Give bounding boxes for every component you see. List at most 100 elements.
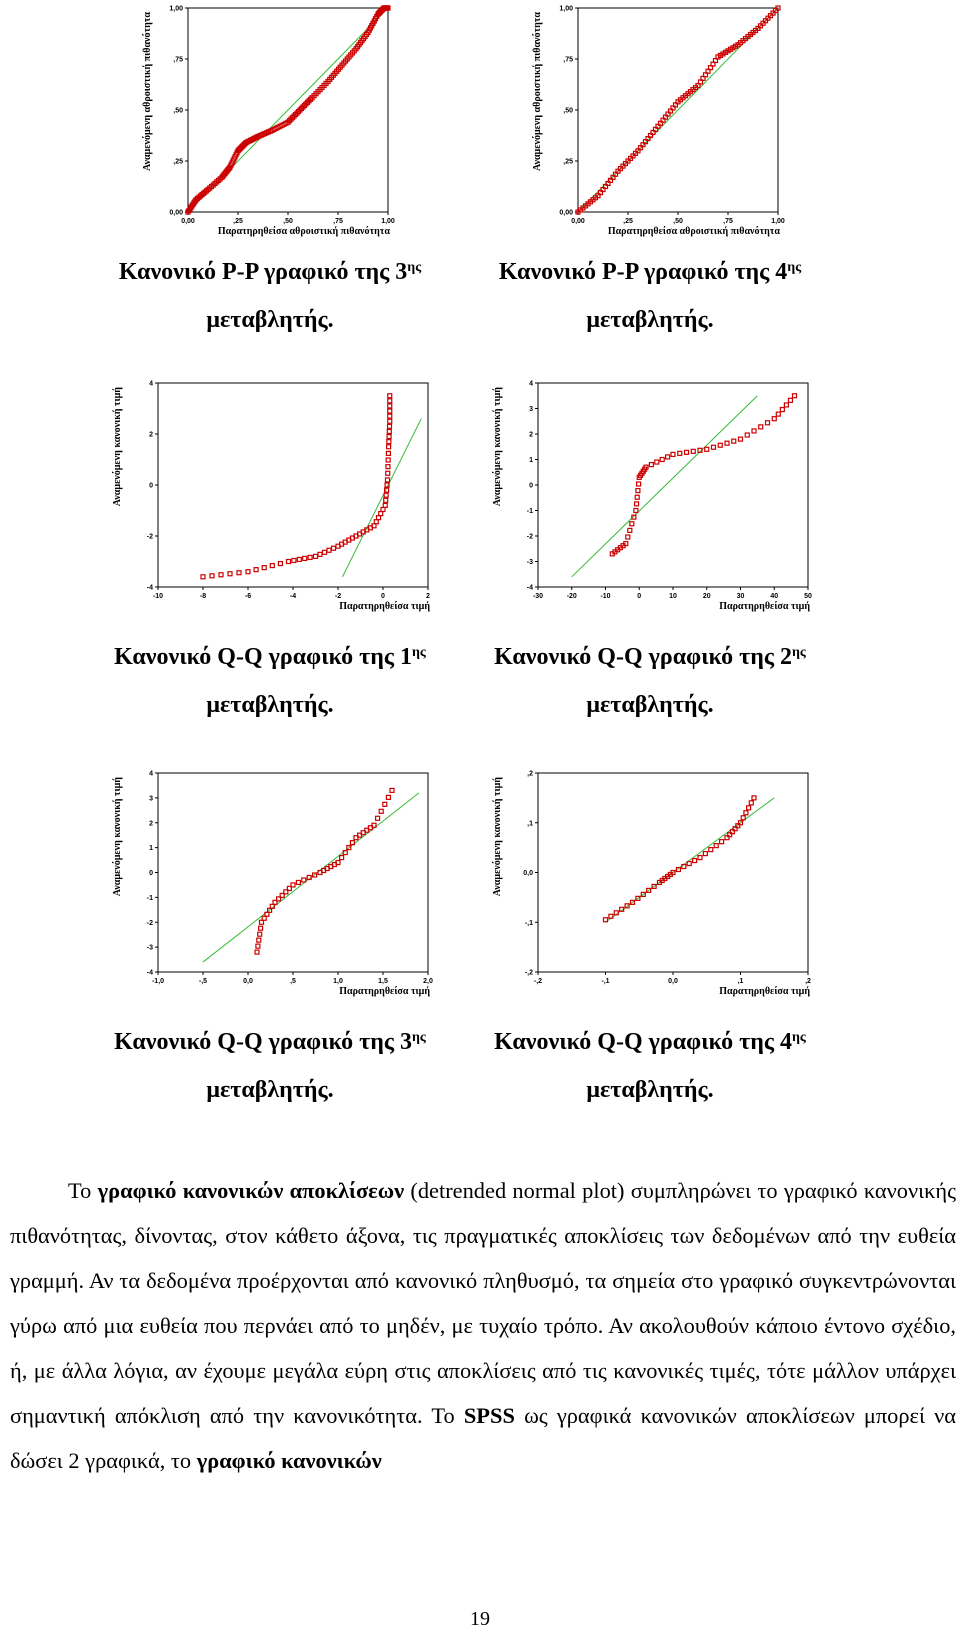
- x-axis-title: Παρατηρηθείσα αθροιστική πιθανότητα: [607, 226, 780, 237]
- x-tick-label: ,25: [623, 218, 633, 225]
- data-point: [375, 515, 382, 521]
- data-point: [346, 845, 352, 851]
- data-point: [634, 494, 640, 500]
- data-point: [218, 572, 224, 578]
- data-point: [283, 889, 289, 895]
- plot-frame: [157, 772, 429, 973]
- data-point: [335, 859, 341, 866]
- qq-plot-var3: -1,0 -,5 0,0 ,5 1,0 1,5 2,0 -4 -3 -2 -1 0 1 2 3 4 Αναμεν…: [110, 765, 440, 1000]
- data-point: [748, 800, 754, 806]
- x-tick-label: 50: [804, 593, 812, 600]
- data-point: [227, 571, 233, 577]
- x-tick-label: -1,0: [152, 978, 164, 985]
- y-tick-label: 0,0: [523, 870, 533, 877]
- y-tick-label: ,2: [527, 771, 533, 778]
- plot-svg: -,2 -,1 0,0 ,1 ,2 -,2 -,1 0,0 ,1 ,2: [523, 771, 811, 986]
- data-point: [681, 863, 687, 870]
- data-point: [312, 553, 319, 559]
- x-tick-label: ,50: [283, 218, 293, 225]
- data-point: [710, 444, 717, 450]
- data-point: [279, 892, 285, 898]
- data-point: [236, 570, 242, 576]
- data-point: [646, 887, 652, 894]
- data-point: [740, 815, 746, 821]
- data-point: [727, 832, 733, 838]
- data-point: [717, 442, 723, 448]
- data-point: [272, 899, 278, 905]
- y-tick-label: ,75: [173, 57, 183, 64]
- y-axis-title: Αναμενόμενη αθροιστική πιθανότητα: [142, 12, 153, 171]
- plot-svg: 0,00 ,25 ,50 ,75 1,00 0,00 ,25 ,50 ,75 1,00: [169, 5, 395, 225]
- y-axis-title: Αναμενόμενη κανονική τιμή: [492, 777, 503, 897]
- plot-frame: [537, 382, 809, 588]
- x-tick-label: 2: [426, 593, 430, 600]
- caption-qq1: Κανονικό Q-Q γραφικό της 1ης μεταβλητής.: [114, 644, 426, 718]
- x-tick-label: -4: [290, 593, 296, 600]
- data-point: [791, 393, 798, 399]
- y-tick-label: -1: [527, 508, 533, 515]
- y-tick-label: 4: [149, 381, 153, 388]
- x-tick-label: -20: [567, 593, 577, 600]
- data-point: [724, 440, 730, 446]
- data-point: [386, 439, 392, 445]
- y-tick-label: -3: [147, 945, 153, 952]
- data-point: [285, 558, 292, 565]
- data-point: [787, 397, 794, 403]
- qq-plot-var2: -30 -20 -10 0 10 20 30 40 50 -4 -3 -2 -1 0 1 2 3 4 Αναμενό…: [490, 375, 820, 615]
- data-point: [389, 787, 395, 794]
- data-point: [261, 915, 267, 921]
- data-point: [286, 885, 292, 892]
- data-point: [378, 808, 384, 814]
- data-point: [317, 551, 323, 557]
- data-point: [200, 574, 206, 580]
- data-point: [775, 5, 781, 11]
- data-point: [291, 557, 297, 564]
- x-tick-label: 1,0: [333, 978, 343, 985]
- data-point: [321, 549, 328, 555]
- data-point: [385, 457, 391, 463]
- data-point: [744, 432, 750, 438]
- y-tick-label: 0: [149, 483, 153, 490]
- x-axis-title: Παρατηρηθείσα τιμή: [339, 601, 430, 612]
- data-point: [764, 420, 771, 426]
- data-point: [386, 444, 392, 450]
- data-point: [635, 488, 641, 494]
- y-tick-label: -4: [147, 585, 153, 592]
- x-tick-label: 30: [737, 593, 745, 600]
- data-point: [743, 810, 749, 816]
- x-tick-label: 10: [669, 593, 677, 600]
- data-point: [385, 450, 391, 456]
- x-tick-label: -30: [533, 593, 543, 600]
- data-point: [635, 895, 641, 901]
- data-point: [382, 801, 388, 807]
- x-tick-label: 0,00: [571, 218, 585, 225]
- data-point: [633, 501, 640, 507]
- data-point: [624, 903, 630, 909]
- data-point: [625, 534, 631, 540]
- caption-pp4: Κανονικό P-P γραφικό της 4ης μεταβλητής.: [498, 259, 802, 333]
- data-point: [269, 903, 275, 909]
- y-tick-label: -,1: [525, 920, 533, 927]
- data-point: [209, 573, 215, 579]
- data-point: [640, 891, 646, 897]
- data-point: [307, 554, 313, 561]
- data-point: [732, 826, 738, 832]
- x-tick-label: -8: [200, 593, 206, 600]
- y-tick-label: ,25: [173, 159, 183, 166]
- data-point: [775, 411, 781, 417]
- data-point: [627, 527, 633, 533]
- y-tick-label: ,1: [527, 820, 533, 827]
- y-tick-label: ,50: [173, 108, 183, 115]
- data-point: [731, 438, 737, 444]
- y-tick-label: -2: [147, 920, 153, 927]
- data-point: [258, 925, 264, 931]
- x-tick-label: 1,5: [378, 978, 388, 985]
- data-point: [387, 413, 393, 419]
- data-point: [245, 569, 251, 575]
- data-point: [719, 839, 725, 845]
- data-point: [751, 795, 757, 801]
- data-point: [683, 449, 690, 455]
- x-tick-label: -,5: [199, 978, 207, 985]
- data-point: [692, 857, 698, 864]
- data-point: [383, 492, 389, 498]
